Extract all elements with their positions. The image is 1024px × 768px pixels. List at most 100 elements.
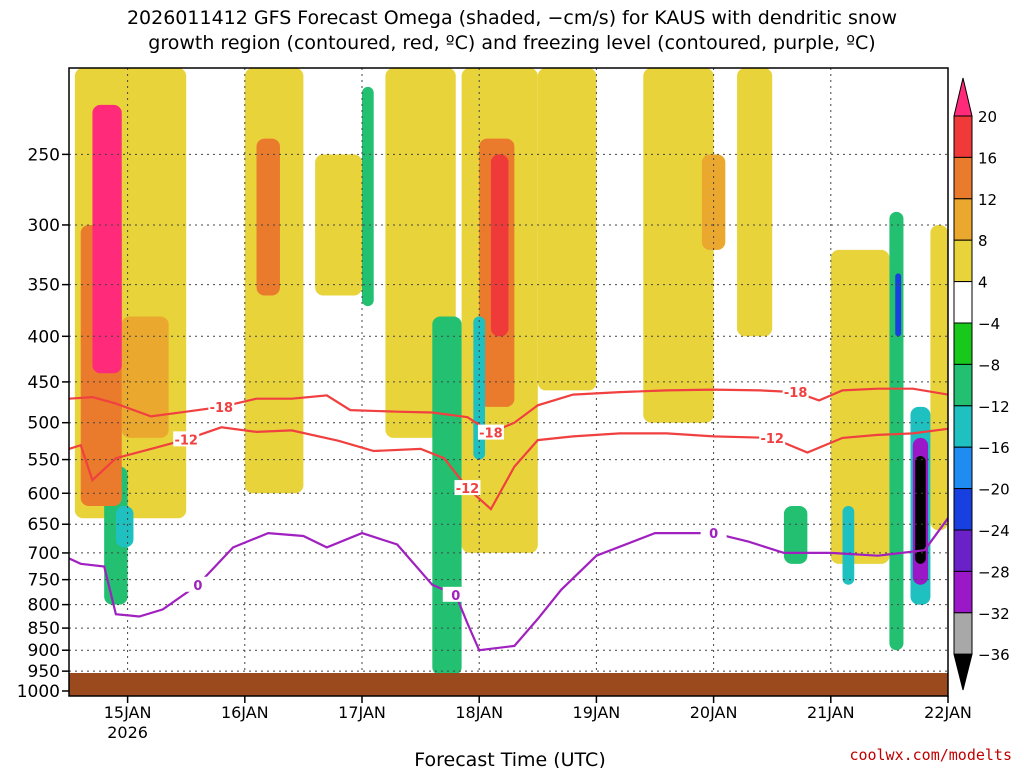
colorbar-swatch xyxy=(953,115,973,158)
contour-label-bg xyxy=(782,384,809,400)
omega-cell xyxy=(256,138,280,296)
ground-band xyxy=(69,673,948,696)
x-axis: 15JAN 16JAN 17JAN 18JAN 19JAN 20JAN 21JAN 22JAN… xyxy=(104,696,972,742)
colorbar-label: −8 xyxy=(978,356,1000,374)
contour-label-bg xyxy=(208,398,235,414)
contour-label-bg xyxy=(442,586,469,602)
colorbar-swatch xyxy=(953,239,973,283)
colorbar-swatch xyxy=(953,529,973,572)
colorbar-swatch xyxy=(953,488,973,531)
y-tick-label: 300 xyxy=(28,216,60,236)
colorbar-label: 16 xyxy=(978,149,997,167)
x-tick-label: 19JAN xyxy=(573,703,621,722)
contour-label: -18 xyxy=(784,386,808,401)
contour-label: -12 xyxy=(760,432,784,447)
y-tick-label: 800 xyxy=(28,596,60,616)
colorbar-label: −24 xyxy=(978,522,1010,540)
colorbar-swatch xyxy=(953,405,973,448)
y-tick-label: 950 xyxy=(28,662,60,682)
colorbar-label: −16 xyxy=(978,439,1010,457)
y-tick-label: 650 xyxy=(28,515,60,535)
colorbar-label: −20 xyxy=(978,481,1010,499)
omega-cell xyxy=(115,505,134,548)
colorbar-swatch xyxy=(953,156,973,200)
y-tick-label: 400 xyxy=(28,327,60,347)
colorbar-swatch xyxy=(953,570,973,614)
x-axis-title: Forecast Time (UTC) xyxy=(414,749,605,768)
y-tick-label: 1000 xyxy=(17,682,60,702)
omega-cell xyxy=(737,68,773,337)
omega-cell xyxy=(537,68,597,391)
colorbar-label: 12 xyxy=(978,191,997,209)
contour-label: -18 xyxy=(210,401,234,416)
contour-label: 0 xyxy=(451,589,460,604)
chart-title-line-1: 2026011412 GFS Forecast Omega (shaded, −… xyxy=(126,7,898,29)
omega-cell xyxy=(315,154,362,296)
contour-layer: -18 -18 -18 -12 -12 -12 0 0 0 xyxy=(69,384,948,652)
colorbar-label: 8 xyxy=(978,232,988,250)
omega-cell xyxy=(121,316,169,438)
contour-label-bg xyxy=(700,525,727,541)
contour-label: -18 xyxy=(479,427,503,442)
colorbar-swatch xyxy=(953,322,973,365)
chart-title: 2026011412 GFS Forecast Omega (shaded, −… xyxy=(0,6,1024,56)
contour-label: 0 xyxy=(709,527,718,542)
contour-label-bg xyxy=(759,429,786,445)
omega-cell xyxy=(92,104,122,374)
y-tick-label: 750 xyxy=(28,571,60,591)
colorbar: 20 16 12 8 4 −4 −8 −12 −16 −20 −24 −28 −32 −36 xyxy=(953,77,1010,691)
x-tick-label: 15JAN xyxy=(104,703,152,722)
y-axis: 2503003504004505005506006507007508008509… xyxy=(17,145,69,702)
y-tick-label: 600 xyxy=(28,484,60,504)
colorbar-bottom-arrow xyxy=(953,653,973,691)
colorbar-label: −36 xyxy=(978,646,1010,664)
y-tick-label: 850 xyxy=(28,619,60,639)
contour-label: -12 xyxy=(456,482,480,497)
colorbar-label: −4 xyxy=(978,315,1000,333)
colorbar-label: 4 xyxy=(978,274,988,292)
y-tick-label: 700 xyxy=(28,544,60,564)
contour-label-bg xyxy=(173,431,200,447)
y-tick-label: 450 xyxy=(28,373,60,393)
colorbar-swatch xyxy=(953,612,973,655)
colorbar-label: −12 xyxy=(978,398,1010,416)
contour-label-bg xyxy=(454,480,481,496)
contour-label-bg xyxy=(184,576,211,592)
source-link[interactable]: coolwx.com/modelts xyxy=(849,746,1012,764)
contour-label-bg xyxy=(477,424,504,440)
y-tick-label: 550 xyxy=(28,451,60,471)
colorbar-top-arrow xyxy=(953,77,973,117)
omega-cell xyxy=(930,224,948,531)
omega-cell xyxy=(783,505,808,564)
x-tick-label: 17JAN xyxy=(338,703,386,722)
colorbar-label: −32 xyxy=(978,605,1010,623)
omega-cell xyxy=(432,316,462,676)
colorbar-swatch xyxy=(953,446,973,490)
x-year-label: 2026 xyxy=(107,723,148,742)
colorbar-label: 20 xyxy=(978,108,997,126)
contour-label: -12 xyxy=(174,433,198,448)
y-tick-label: 500 xyxy=(28,414,60,434)
colorbar-swatch xyxy=(953,198,973,241)
omega-shading-layer xyxy=(74,68,948,676)
x-tick-label: 22JAN xyxy=(924,703,972,722)
y-tick-label: 350 xyxy=(28,276,60,296)
omega-cell xyxy=(915,456,926,564)
omega-cell xyxy=(895,273,902,337)
omega-cell xyxy=(830,249,890,564)
colorbar-label: −28 xyxy=(978,563,1010,581)
y-tick-label: 900 xyxy=(28,641,60,661)
x-tick-label: 20JAN xyxy=(690,703,738,722)
omega-cell xyxy=(643,68,714,423)
colorbar-swatch xyxy=(953,363,973,407)
x-tick-label: 18JAN xyxy=(455,703,503,722)
colorbar-swatch xyxy=(953,281,973,324)
omega-cell xyxy=(490,154,509,337)
x-tick-label: 16JAN xyxy=(221,703,269,722)
contour-label: 0 xyxy=(193,579,202,594)
omega-cell xyxy=(701,154,726,250)
y-tick-label: 250 xyxy=(28,145,60,165)
omega-cell xyxy=(842,505,855,585)
x-tick-label: 21JAN xyxy=(807,703,855,722)
